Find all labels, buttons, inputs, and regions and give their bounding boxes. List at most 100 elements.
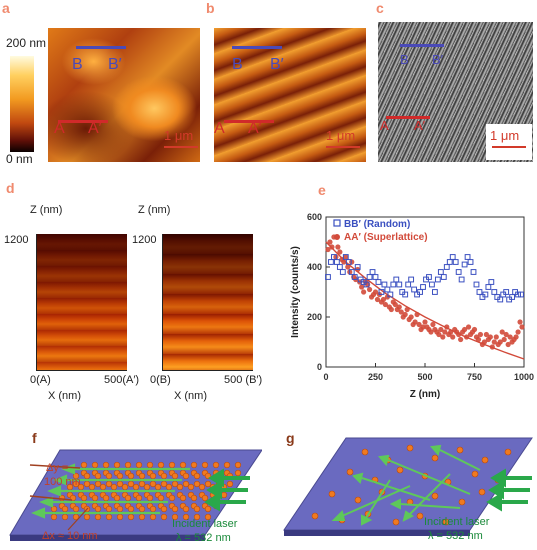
legend-marker-random (333, 219, 341, 227)
d-left-x-label: X (nm) (48, 390, 81, 402)
particle-dot (149, 505, 157, 513)
d-left-depth-map (36, 234, 127, 371)
superlattice-point (398, 309, 404, 315)
d-left-x-end: 500(A′) (104, 374, 140, 386)
particle-dot (204, 505, 212, 513)
particle-dot (105, 472, 113, 480)
superlattice-point (477, 331, 484, 338)
particle-dot (127, 513, 135, 521)
superlattice-point (380, 296, 387, 303)
random-point (363, 281, 370, 288)
particle-dot (113, 461, 121, 469)
random-point (518, 291, 524, 298)
random-point (381, 281, 388, 288)
particle-dot (135, 461, 143, 469)
random-point (336, 264, 343, 270)
superlattice-point (329, 244, 335, 250)
particle-dot (193, 480, 201, 488)
particle-dot (171, 472, 179, 480)
intensity-chart: 0 250 500 750 1000 0 200 400 600 Z (nm) Intensity … (290, 212, 534, 400)
d-right-depth-map (162, 234, 253, 371)
legend-label-random: BB′ (Random) (344, 219, 410, 230)
line-aa-a (58, 120, 108, 123)
d-right-z-tick: 1200 (132, 234, 157, 246)
superlattice-point (408, 314, 414, 320)
legend-marker-superlattice (334, 234, 340, 240)
particle-dot (127, 472, 135, 480)
random-point (417, 289, 423, 295)
superlattice-point (374, 296, 381, 303)
particle-dot (182, 480, 190, 488)
schematic-g (283, 437, 533, 536)
line-bb-b (232, 46, 282, 49)
marker-b-a: B (72, 56, 83, 73)
particle-dot (182, 505, 190, 513)
particle-dot (168, 494, 176, 502)
particle-dot (121, 483, 129, 491)
particle-dot (212, 461, 220, 469)
particle-dot (94, 480, 102, 488)
superlattice-point (335, 244, 341, 250)
particle-dot (113, 494, 121, 502)
random-point (437, 269, 444, 275)
particle-dot (179, 461, 187, 469)
random-point (440, 274, 447, 280)
green-arrows-f (31, 463, 190, 519)
particle-dot (72, 513, 80, 521)
random-point (387, 291, 394, 298)
particle-dot (165, 483, 173, 491)
d-left-z-tick: 1200 (4, 234, 29, 246)
particle-dot (110, 483, 118, 491)
x-tick-label: 0 (323, 372, 328, 382)
superlattice-point (361, 289, 367, 295)
particle-dot (116, 505, 124, 513)
particle-dot (168, 461, 176, 469)
particle-dot (72, 505, 80, 513)
panel-label-g: g (286, 430, 295, 446)
particle-dot (182, 472, 190, 480)
random-point (458, 276, 465, 283)
superlattice-point (341, 259, 347, 265)
d-left-z-label: Z (nm) (30, 204, 63, 216)
scale-bar-label-b: 1 μm (326, 128, 356, 143)
random-point (384, 286, 391, 293)
x-tick-label: 1000 (514, 372, 534, 382)
incident-laser-arrows-g (486, 468, 532, 512)
superlattice-point (507, 334, 513, 340)
particle-dot (193, 472, 201, 480)
particle-dot (91, 494, 99, 502)
particle-dot (99, 483, 107, 491)
y-tick-label: 0 (317, 362, 322, 372)
superlattice-point (396, 304, 402, 310)
superlattice-point (422, 319, 428, 325)
superlattice-point (448, 329, 454, 335)
particle-dot (157, 494, 165, 502)
random-point (503, 289, 510, 295)
superlattice-point (475, 336, 482, 343)
superlattice-point (343, 254, 349, 260)
random-point (390, 281, 397, 288)
marker-aprime-a: A′ (88, 120, 102, 137)
particle-dot (50, 505, 58, 513)
superlattice-point (465, 324, 472, 330)
random-point (378, 289, 385, 295)
particle-dot (149, 480, 157, 488)
particle-dot (171, 513, 179, 521)
particle-dot (83, 480, 91, 488)
particle-dot (160, 480, 168, 488)
particle-dot (138, 513, 146, 521)
superlattice-point (483, 331, 489, 338)
random-point (497, 296, 504, 303)
superlattice-point (456, 331, 462, 338)
random-point (485, 284, 492, 290)
random-point (470, 269, 477, 275)
scale-bar-a (164, 146, 198, 148)
y-tick-label: 200 (307, 312, 322, 322)
particle-dot (102, 461, 110, 469)
scale-bar-b (326, 146, 360, 148)
superlattice-point (382, 301, 388, 308)
superlattice-point (337, 249, 343, 255)
particle-dot (80, 461, 88, 469)
scale-bar-bg-c (486, 124, 532, 160)
particle-dot (66, 483, 74, 491)
